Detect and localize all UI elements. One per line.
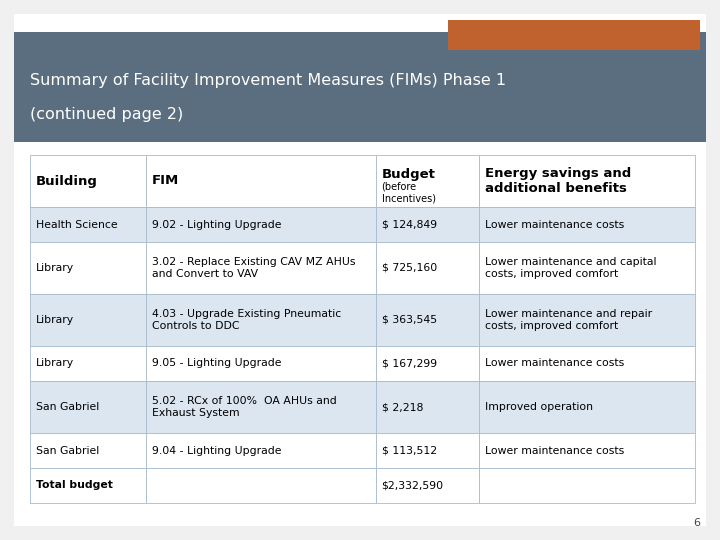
Text: $ 167,299: $ 167,299 bbox=[382, 359, 436, 368]
Bar bbox=[479, 207, 695, 242]
Bar bbox=[479, 294, 695, 346]
Text: Total budget: Total budget bbox=[36, 481, 113, 490]
Text: 9.02 - Lighting Upgrade: 9.02 - Lighting Upgrade bbox=[152, 219, 282, 230]
Bar bbox=[30, 207, 146, 242]
Text: 9.05 - Lighting Upgrade: 9.05 - Lighting Upgrade bbox=[152, 359, 282, 368]
Text: 5.02 - RCx of 100%  OA AHUs and
Exhaust System: 5.02 - RCx of 100% OA AHUs and Exhaust S… bbox=[152, 396, 337, 418]
Text: 4.03 - Upgrade Existing Pneumatic
Controls to DDC: 4.03 - Upgrade Existing Pneumatic Contro… bbox=[152, 309, 341, 331]
Text: 9.04 - Lighting Upgrade: 9.04 - Lighting Upgrade bbox=[152, 446, 282, 456]
Text: Lower maintenance costs: Lower maintenance costs bbox=[485, 219, 624, 230]
Text: $ 113,512: $ 113,512 bbox=[382, 446, 436, 456]
Bar bbox=[376, 468, 479, 503]
Text: $ 725,160: $ 725,160 bbox=[382, 263, 437, 273]
Bar bbox=[146, 294, 376, 346]
Bar bbox=[146, 468, 376, 503]
Bar bbox=[479, 155, 695, 207]
Text: $ 2,218: $ 2,218 bbox=[382, 402, 423, 412]
Bar bbox=[146, 242, 376, 294]
Text: FIM: FIM bbox=[152, 174, 179, 187]
Text: (before
Incentives): (before Incentives) bbox=[382, 181, 436, 203]
Bar bbox=[30, 346, 146, 381]
Text: $ 363,545: $ 363,545 bbox=[382, 315, 436, 325]
Text: San Gabriel: San Gabriel bbox=[36, 402, 99, 412]
Bar bbox=[376, 433, 479, 468]
Bar bbox=[30, 381, 146, 433]
Text: Lower maintenance costs: Lower maintenance costs bbox=[485, 359, 624, 368]
Text: Lower maintenance and repair
costs, improved comfort: Lower maintenance and repair costs, impr… bbox=[485, 309, 652, 331]
Text: $ 124,849: $ 124,849 bbox=[382, 219, 436, 230]
Bar bbox=[146, 433, 376, 468]
Text: Lower maintenance costs: Lower maintenance costs bbox=[485, 446, 624, 456]
Text: San Gabriel: San Gabriel bbox=[36, 446, 99, 456]
Text: Library: Library bbox=[36, 263, 74, 273]
Text: Library: Library bbox=[36, 315, 74, 325]
Text: Energy savings and
additional benefits: Energy savings and additional benefits bbox=[485, 166, 631, 195]
Bar bbox=[146, 207, 376, 242]
Text: Library: Library bbox=[36, 359, 74, 368]
Bar bbox=[30, 433, 146, 468]
Bar bbox=[376, 381, 479, 433]
Bar bbox=[479, 433, 695, 468]
Text: (continued page 2): (continued page 2) bbox=[30, 107, 184, 123]
Bar bbox=[479, 381, 695, 433]
Bar bbox=[479, 346, 695, 381]
Bar bbox=[448, 20, 700, 50]
Text: 3.02 - Replace Existing CAV MZ AHUs
and Convert to VAV: 3.02 - Replace Existing CAV MZ AHUs and … bbox=[152, 257, 356, 279]
Bar bbox=[30, 155, 146, 207]
Bar bbox=[376, 155, 479, 207]
Bar bbox=[479, 242, 695, 294]
Text: Health Science: Health Science bbox=[36, 219, 117, 230]
Text: 6: 6 bbox=[693, 518, 700, 528]
Bar bbox=[146, 155, 376, 207]
Bar bbox=[146, 381, 376, 433]
Text: $2,332,590: $2,332,590 bbox=[382, 481, 444, 490]
Bar bbox=[376, 346, 479, 381]
Text: Summary of Facility Improvement Measures (FIMs) Phase 1: Summary of Facility Improvement Measures… bbox=[30, 72, 506, 87]
Bar bbox=[14, 32, 706, 142]
Bar bbox=[30, 468, 146, 503]
Text: Building: Building bbox=[36, 174, 98, 187]
Bar bbox=[376, 294, 479, 346]
Bar bbox=[376, 207, 479, 242]
Text: Improved operation: Improved operation bbox=[485, 402, 593, 412]
Text: Budget: Budget bbox=[382, 168, 436, 181]
Bar bbox=[30, 294, 146, 346]
Text: Lower maintenance and capital
costs, improved comfort: Lower maintenance and capital costs, imp… bbox=[485, 257, 656, 279]
Bar bbox=[30, 242, 146, 294]
Bar bbox=[146, 346, 376, 381]
Bar bbox=[376, 242, 479, 294]
Bar bbox=[479, 468, 695, 503]
